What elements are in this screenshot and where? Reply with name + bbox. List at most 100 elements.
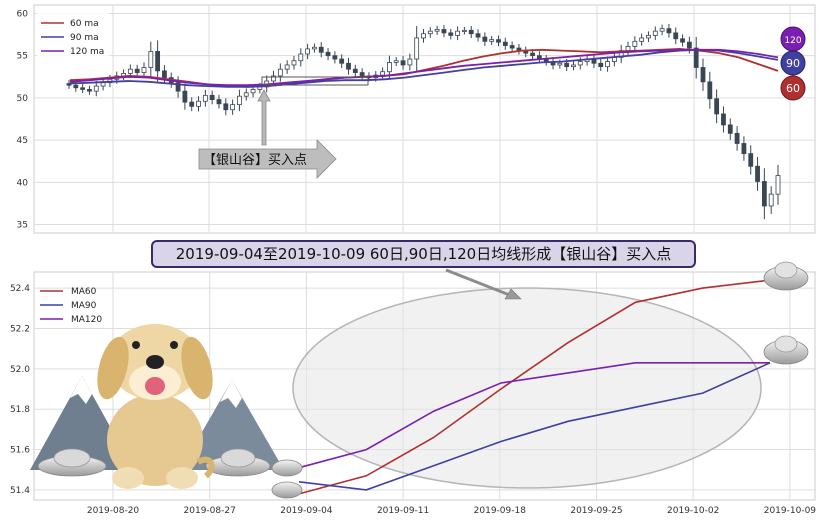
ma-y-tick-label: 51.8	[10, 405, 30, 415]
valley-highlight-ellipse	[292, 287, 762, 489]
legend-label-ma120: MA120	[71, 315, 102, 325]
candle-body	[639, 37, 645, 42]
candle-body	[427, 30, 433, 35]
silver-ingot-icon	[37, 448, 107, 477]
silver-ingot-icon	[763, 335, 809, 365]
candle-body	[223, 103, 229, 111]
price-tick-label: 45	[17, 136, 28, 146]
candle-body	[73, 84, 79, 89]
candle-body	[393, 60, 399, 63]
silver-ingot-icon	[271, 459, 303, 499]
candlesticks	[66, 23, 781, 220]
price-tick-label: 60	[17, 9, 29, 19]
price-axis-ticks: 35 40 45 50 55 60	[17, 9, 29, 230]
candle-body	[496, 39, 501, 43]
candle-body	[298, 53, 304, 62]
ma-y-tick-label: 52.4	[10, 284, 30, 294]
candle-body	[387, 62, 392, 73]
candle-body	[755, 165, 760, 182]
dog-mascot-icon	[97, 324, 215, 489]
candle-body	[557, 62, 563, 66]
candle-body	[577, 61, 583, 66]
legend-label-60ma: 60 ma	[70, 19, 99, 29]
ma-x-tick-label: 2019-08-20	[87, 506, 140, 516]
price-ma-lines	[69, 47, 779, 88]
badge-90: 90	[780, 50, 806, 76]
candle-body	[134, 68, 140, 73]
candle-body	[312, 46, 317, 50]
silver-ingot-icon	[763, 261, 809, 291]
candle-body	[162, 70, 167, 79]
candle-body	[175, 82, 181, 92]
candle-body	[271, 75, 276, 82]
candle-body	[680, 38, 685, 43]
price-tick-label: 55	[17, 52, 28, 62]
badge-120-label: 120	[784, 36, 801, 46]
candle-body	[400, 60, 406, 66]
ma-x-tick-label: 2019-09-04	[280, 506, 333, 516]
candle-body	[339, 58, 345, 64]
candle-body	[305, 48, 311, 55]
candle-body	[182, 90, 188, 103]
ma-x-tick-label: 2019-10-02	[667, 506, 719, 516]
candle-body	[605, 61, 610, 68]
candle-body	[380, 71, 385, 76]
ma-y-tick-label: 52.2	[10, 324, 30, 334]
candle-body	[332, 55, 338, 60]
candle-body	[571, 64, 576, 68]
price-line-120ma	[69, 48, 779, 87]
candle-body	[243, 92, 249, 97]
ma120-line	[298, 361, 770, 469]
badge-60: 60	[780, 75, 806, 101]
candle-body	[93, 85, 99, 92]
candle-body	[318, 46, 324, 53]
price-panel: 35 40 45 50 55 60 【银山谷】买入点 60 ma 90 ma 120 ma…	[17, 4, 816, 234]
price-legend: 60 ma 90 ma 120 ma	[37, 13, 109, 59]
candle-body	[625, 45, 631, 51]
candle-body	[714, 98, 720, 115]
ma-axis-y-ticks: 51.4 51.6 51.8 52.0 52.2 52.4	[10, 284, 30, 496]
candle-body	[100, 82, 106, 87]
price-tick-label: 40	[17, 178, 29, 188]
valley-zone-rect	[261, 76, 369, 86]
ma-y-tick-label: 51.4	[10, 486, 30, 496]
ma-legend: MA60 MA90 MA120	[40, 287, 102, 325]
candle-body	[80, 87, 86, 90]
candle-body	[768, 193, 774, 207]
ma60-line	[298, 279, 771, 495]
candle-body	[346, 62, 351, 70]
ma-y-tick-label: 52.0	[10, 365, 30, 375]
candle-body	[421, 33, 426, 39]
candle-body	[277, 68, 283, 77]
candle-body	[155, 51, 161, 72]
candle-body	[748, 153, 754, 167]
candle-body	[530, 52, 535, 57]
candle-body	[475, 33, 481, 38]
price-line-90ma	[69, 48, 779, 88]
candle-body	[734, 132, 740, 144]
price-tick-label: 35	[17, 221, 28, 231]
candle-body	[727, 124, 733, 134]
badge-120: 120	[780, 26, 806, 52]
candle-body	[489, 39, 495, 42]
candle-body	[741, 143, 747, 155]
candle-body	[700, 67, 706, 83]
legend-label-ma60: MA60	[71, 287, 97, 297]
ma90-line	[298, 362, 771, 491]
candle-body	[141, 67, 147, 73]
candle-body	[237, 95, 242, 106]
ma-x-tick-label: 2019-09-18	[474, 506, 527, 516]
ma-x-tick-label: 2019-10-09	[764, 506, 817, 516]
signal-banner: 2019-09-04至2019-10-09 60日,90日,120日均线形成【银…	[151, 240, 696, 268]
candle-body	[448, 32, 454, 36]
candle-body	[250, 89, 256, 94]
price-tick-label: 50	[17, 94, 29, 104]
candle-body	[127, 68, 133, 74]
candle-body	[598, 62, 604, 68]
ma-x-tick-label: 2019-08-27	[184, 506, 236, 516]
candle-body	[230, 104, 236, 111]
candle-body	[632, 40, 638, 47]
candle-body	[148, 51, 154, 68]
candle-body	[196, 100, 201, 107]
